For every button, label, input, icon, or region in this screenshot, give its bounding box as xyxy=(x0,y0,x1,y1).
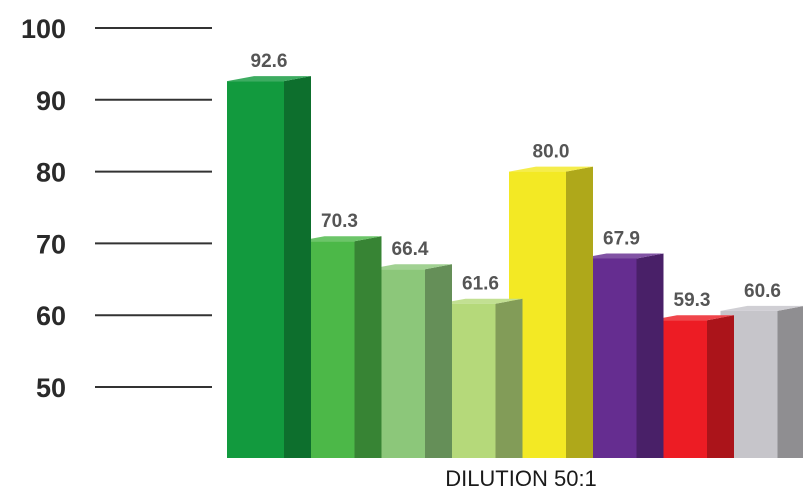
bars xyxy=(227,76,803,458)
bar-value-label: 60.6 xyxy=(744,281,781,302)
bar-value-label: 67.9 xyxy=(603,228,640,249)
bar-top xyxy=(579,253,664,259)
bar-value-label: 61.6 xyxy=(462,274,499,295)
bar-side xyxy=(777,306,803,458)
bar-side xyxy=(354,236,382,458)
bar-side xyxy=(636,253,664,458)
y-tick-label: 50 xyxy=(36,373,66,403)
bar-side xyxy=(425,264,452,458)
y-axis: 100 90 80 70 60 50 xyxy=(21,14,212,403)
bar xyxy=(227,76,311,458)
bar-top xyxy=(438,298,523,304)
bar-top xyxy=(720,305,803,311)
bar-value-label: 66.4 xyxy=(392,239,429,260)
bar-front xyxy=(227,81,284,458)
bar-top xyxy=(368,264,452,270)
y-tick-label: 70 xyxy=(36,229,66,259)
bar-value-label: 70.3 xyxy=(321,211,358,232)
x-axis-label: DILUTION 50:1 xyxy=(445,466,597,491)
bar-top xyxy=(297,236,382,242)
bar-top xyxy=(650,315,734,321)
y-tick-label: 80 xyxy=(36,158,66,188)
bar-side xyxy=(566,166,593,458)
bar-value-label: 59.3 xyxy=(674,290,711,311)
bar-top xyxy=(509,166,593,172)
y-tick-label: 60 xyxy=(36,301,66,331)
bar-side xyxy=(707,315,734,458)
bar-value-label: 92.6 xyxy=(251,51,288,72)
y-tick-label: 100 xyxy=(21,14,66,44)
bar-top xyxy=(227,76,311,82)
bar-side xyxy=(495,298,523,458)
value-labels: 60.6 59.3 67.9 80.0 61.6 66.4 70.3 92.6 xyxy=(251,51,781,311)
bar-value-label: 80.0 xyxy=(533,142,570,163)
y-tick-label: 90 xyxy=(36,86,66,116)
bar-side xyxy=(284,76,311,458)
